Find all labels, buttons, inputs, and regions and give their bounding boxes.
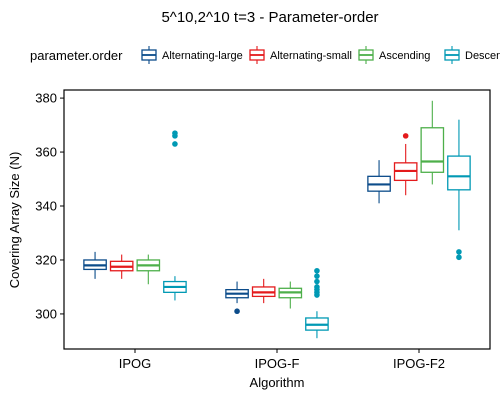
outlier-point xyxy=(172,141,178,147)
box-ascending-ipog xyxy=(136,254,161,285)
plot-panel xyxy=(63,89,491,350)
y-tick-label: 320 xyxy=(35,252,57,267)
outlier-point xyxy=(172,130,178,136)
outlier-point xyxy=(314,273,320,279)
box-descending-ipog xyxy=(163,130,187,301)
box-body xyxy=(420,127,445,173)
box-alternating-large-ipog-f2 xyxy=(367,160,391,204)
outlier-point xyxy=(314,278,320,285)
legend-label: Descending xyxy=(465,50,500,62)
outlier-point xyxy=(402,133,409,139)
boxes-layer xyxy=(83,100,471,339)
outlier-point xyxy=(234,308,240,315)
box-alternating-large-ipog-f xyxy=(225,281,249,315)
x-tick-label: IPOG xyxy=(119,356,152,371)
legend-title: parameter.order xyxy=(30,48,123,63)
y-tick-label: 340 xyxy=(35,199,57,214)
y-tick-label: 380 xyxy=(35,91,57,106)
y-axis: 300 320 340 360 380 xyxy=(35,91,64,321)
box-descending-ipog-f2 xyxy=(447,119,471,261)
outlier-point xyxy=(456,249,462,255)
legend-label: Alternating-large xyxy=(162,50,243,62)
outlier-point xyxy=(314,267,320,274)
outlier-point xyxy=(456,254,462,261)
box-alternating-small-ipog-f2 xyxy=(393,133,418,196)
y-tick-label: 300 xyxy=(35,306,57,321)
box-alternating-small-ipog xyxy=(109,254,134,279)
box-body xyxy=(447,155,471,191)
legend-label: Alternating-small xyxy=(270,50,352,62)
box-alternating-small-ipog-f xyxy=(251,278,276,304)
legend-item-alternating-small: Alternating-small xyxy=(249,46,352,64)
chart-title: 5^10,2^10 t=3 - Parameter-order xyxy=(161,9,378,26)
x-axis-label: Algorithm xyxy=(250,375,305,390)
box-ascending-ipog-f2 xyxy=(420,100,445,185)
legend-item-ascending: Ascending xyxy=(358,46,430,64)
y-tick-label: 360 xyxy=(35,145,57,160)
outlier-point xyxy=(314,284,320,290)
x-axis: IPOG IPOG-F IPOG-F2 xyxy=(119,349,445,371)
legend: parameter.order Alternating-large Alterna… xyxy=(30,46,500,64)
y-axis-label: Covering Array Size (N) xyxy=(7,152,22,289)
box-alternating-large-ipog xyxy=(83,251,107,279)
legend-label: Ascending xyxy=(379,50,430,62)
x-tick-label: IPOG-F2 xyxy=(393,356,445,371)
legend-item-descending: Descending xyxy=(444,46,500,64)
x-tick-label: IPOG-F xyxy=(255,356,300,371)
legend-item-alternating-large: Alternating-large xyxy=(141,46,243,64)
legend-items: Alternating-large Alternating-small Ascend… xyxy=(141,46,500,64)
box-ascending-ipog-f xyxy=(278,281,303,309)
box-descending-ipog-f xyxy=(305,267,329,339)
